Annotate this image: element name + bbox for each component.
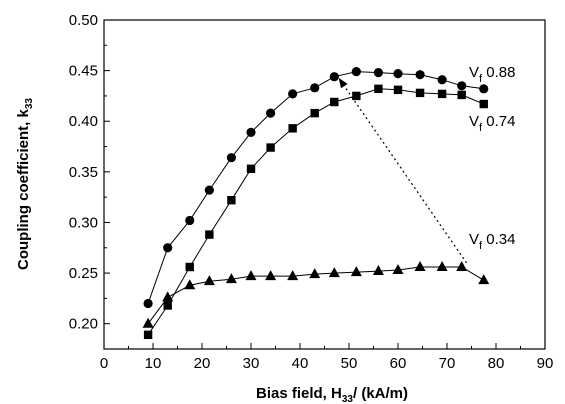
- data-point-circle: [163, 243, 173, 253]
- data-point-circle: [479, 84, 489, 94]
- series-line: [147, 88, 484, 336]
- series-square: [143, 84, 488, 340]
- x-tick-label: 70: [439, 355, 456, 372]
- data-point-triangle: [478, 274, 490, 285]
- x-tick-label: 40: [292, 355, 309, 372]
- data-point-circle: [351, 67, 361, 77]
- data-point-circle: [143, 298, 153, 309]
- y-tick-label: 0.30: [69, 214, 98, 231]
- y-tick-label: 0.20: [69, 316, 98, 333]
- x-axis-title: Bias field, H33/ (kA/m): [256, 385, 408, 404]
- x-tick-label: 80: [488, 355, 505, 372]
- data-point-triangle: [245, 270, 257, 281]
- x-tick-label: 90: [537, 355, 554, 372]
- data-point-triangle: [162, 291, 174, 302]
- data-point-square: [393, 85, 403, 95]
- data-point-triangle: [184, 279, 196, 290]
- x-axis-title-suffix: / (kA/m): [353, 385, 408, 402]
- data-point-circle: [226, 153, 236, 163]
- data-point-triangle: [436, 261, 448, 272]
- y-axis-title-main: Coupling coefficient, k: [15, 108, 32, 269]
- data-point-triangle: [265, 270, 277, 281]
- data-point-square: [163, 301, 172, 310]
- series-label: Vf 0.74: [469, 113, 515, 134]
- data-point-square: [185, 262, 194, 272]
- data-point-square: [352, 91, 361, 101]
- y-tick-label: 0.45: [69, 63, 98, 80]
- series-label: Vf 0.88: [469, 64, 515, 85]
- y-axis-title-sub: 33: [24, 98, 35, 110]
- data-point-triangle: [350, 266, 362, 277]
- x-axis-title-sub: 33: [342, 394, 354, 404]
- data-point-triangle: [392, 264, 404, 275]
- data-point-circle: [204, 185, 214, 195]
- x-tick-label: 20: [194, 355, 211, 372]
- data-point-square: [288, 124, 297, 133]
- data-point-square: [457, 90, 466, 100]
- series-triangle: [142, 261, 490, 328]
- x-axis-title-main: Bias field, H: [256, 385, 342, 402]
- data-point-square: [374, 84, 383, 94]
- data-point-square: [330, 97, 339, 107]
- data-point-circle: [437, 75, 447, 85]
- data-point-square: [227, 195, 236, 205]
- data-point-circle: [288, 89, 298, 99]
- dotted-arrow-annotation: [338, 77, 468, 264]
- data-point-circle: [329, 72, 339, 82]
- x-tick-label: 60: [390, 355, 407, 372]
- x-tick-label: 0: [100, 355, 108, 372]
- data-point-square: [310, 108, 319, 118]
- y-tick-label: 0.25: [69, 265, 98, 282]
- data-point-circle: [266, 108, 276, 118]
- data-point-circle: [246, 127, 256, 137]
- data-point-triangle: [414, 261, 426, 272]
- data-point-triangle: [309, 268, 321, 279]
- plot-area: 0 10 20 30 40 50 60 70 80 90 0.20 0.25 0.30 0.35 0.40 0…: [69, 12, 554, 372]
- x-tick-label: 30: [243, 355, 260, 372]
- data-point-circle: [393, 69, 403, 79]
- data-point-triangle: [456, 261, 468, 272]
- data-point-circle: [373, 68, 383, 78]
- data-point-circle: [415, 70, 425, 80]
- x-tick-label: 10: [145, 355, 162, 372]
- data-point-square: [205, 230, 214, 239]
- data-point-triangle: [287, 270, 299, 281]
- data-point-square: [246, 164, 256, 174]
- data-point-triangle: [142, 317, 154, 328]
- data-point-circle: [310, 83, 320, 93]
- data-point-square: [266, 143, 275, 152]
- series-line: [147, 71, 484, 304]
- data-point-circle: [185, 215, 195, 226]
- series-label: Vf 0.34: [469, 231, 515, 252]
- data-point-circle: [457, 81, 467, 91]
- y-axis-title: Coupling coefficient, k33: [15, 98, 35, 270]
- series-circle: [143, 67, 489, 309]
- y-tick-label: 0.50: [69, 12, 98, 29]
- data-point-square: [143, 330, 153, 340]
- data-point-square: [437, 89, 447, 99]
- data-point-triangle: [225, 273, 237, 284]
- data-point-triangle: [372, 265, 384, 276]
- y-tick-label: 0.35: [69, 164, 98, 181]
- data-point-triangle: [203, 275, 215, 286]
- x-tick-label: 50: [341, 355, 358, 372]
- y-tick-label: 0.40: [69, 113, 98, 130]
- data-point-square: [479, 99, 488, 109]
- data-point-triangle: [328, 267, 340, 278]
- data-point-square: [415, 88, 425, 98]
